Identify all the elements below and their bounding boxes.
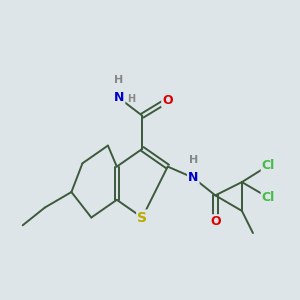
Text: N: N bbox=[114, 92, 124, 104]
Text: S: S bbox=[138, 211, 147, 224]
Text: H: H bbox=[114, 75, 124, 85]
Text: H: H bbox=[188, 155, 198, 165]
Text: O: O bbox=[162, 94, 173, 107]
Text: Cl: Cl bbox=[262, 159, 275, 172]
Text: H: H bbox=[188, 155, 198, 165]
Text: Cl: Cl bbox=[262, 191, 275, 204]
Text: S: S bbox=[137, 211, 147, 224]
Text: Cl: Cl bbox=[262, 159, 275, 172]
Text: H: H bbox=[127, 94, 135, 104]
Text: H: H bbox=[114, 75, 124, 85]
Text: O: O bbox=[162, 94, 173, 107]
Text: O: O bbox=[210, 215, 220, 229]
Text: N: N bbox=[188, 171, 198, 184]
Text: N: N bbox=[188, 171, 198, 184]
Text: O: O bbox=[210, 215, 220, 229]
Text: Cl: Cl bbox=[262, 191, 275, 204]
Text: N: N bbox=[114, 92, 124, 104]
